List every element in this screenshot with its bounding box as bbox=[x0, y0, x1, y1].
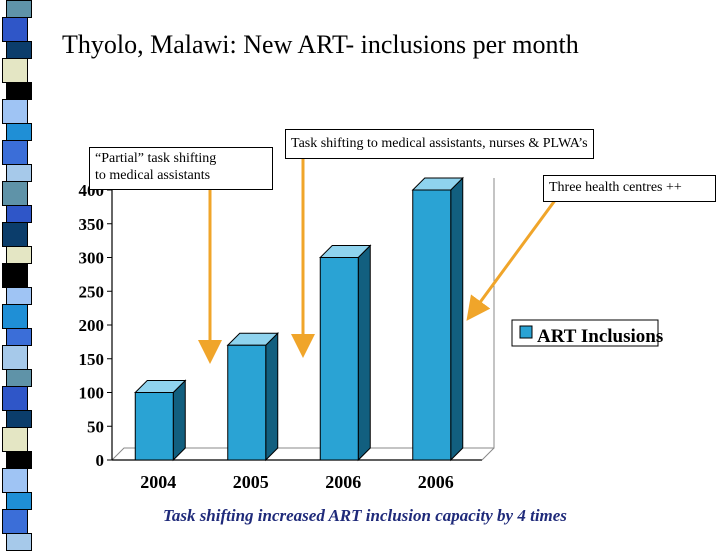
bar-1 bbox=[226, 332, 279, 462]
bar-2 bbox=[319, 244, 372, 462]
x-tick-label: 2004 bbox=[140, 472, 176, 492]
stripe-block bbox=[2, 181, 28, 206]
bar-front bbox=[134, 392, 174, 461]
y-tick-label: 350 bbox=[79, 215, 105, 234]
callout-task-shifting-nurses: Task shifting to medical assistants, nur… bbox=[285, 129, 594, 159]
stripe-block bbox=[2, 263, 28, 288]
y-tick-label: 0 bbox=[96, 451, 105, 470]
callout-health-centres: Three health centres ++ bbox=[543, 175, 716, 202]
bar-side bbox=[172, 379, 186, 462]
legend-box bbox=[511, 319, 659, 347]
stripe-block bbox=[2, 58, 28, 83]
legend-swatch bbox=[519, 325, 533, 339]
y-tick-label: 100 bbox=[79, 384, 105, 403]
x-tick-label: 2006 bbox=[418, 472, 454, 492]
y-tick-label: 150 bbox=[79, 350, 105, 369]
stripe-block bbox=[2, 427, 28, 452]
callout-health-centres-text: Three health centres ++ bbox=[549, 180, 682, 195]
callout-partial-task-shifting: “Partial” task shifting to medical assis… bbox=[89, 147, 273, 190]
legend-label: ART Inclusions bbox=[537, 326, 663, 347]
x-tick-label: 2005 bbox=[233, 472, 269, 492]
plot-back-wall bbox=[111, 178, 495, 461]
y-tick-label: 250 bbox=[79, 282, 105, 301]
bar-front bbox=[227, 344, 267, 461]
stripe-block bbox=[2, 17, 28, 42]
callout-partial-line1: “Partial” task shifting bbox=[95, 151, 217, 166]
stripe-block bbox=[2, 386, 28, 411]
callout-partial-line2: to medical assistants bbox=[95, 168, 211, 183]
slide-title: Thyolo, Malawi: New ART- inclusions per … bbox=[62, 30, 579, 59]
x-tick-label: 2006 bbox=[325, 472, 361, 492]
slide-footer: Task shifting increased ART inclusion ca… bbox=[163, 506, 567, 525]
bar-side bbox=[265, 332, 279, 462]
bar-0 bbox=[134, 379, 187, 462]
arrow-health-centres bbox=[466, 198, 558, 321]
bar-side bbox=[450, 176, 464, 462]
stripe-block bbox=[2, 222, 28, 247]
y-tick-label: 300 bbox=[79, 249, 105, 268]
bar-side bbox=[357, 244, 371, 462]
bar-front bbox=[412, 189, 452, 461]
floor-edge bbox=[481, 447, 495, 461]
y-tick-label: 50 bbox=[87, 417, 104, 436]
callout-task-shifting-text: Task shifting to medical assistants, nur… bbox=[291, 136, 588, 151]
y-tick-label: 200 bbox=[79, 316, 105, 335]
bar-front bbox=[319, 257, 359, 461]
bar-3 bbox=[411, 176, 464, 462]
decorative-stripe bbox=[0, 0, 36, 551]
